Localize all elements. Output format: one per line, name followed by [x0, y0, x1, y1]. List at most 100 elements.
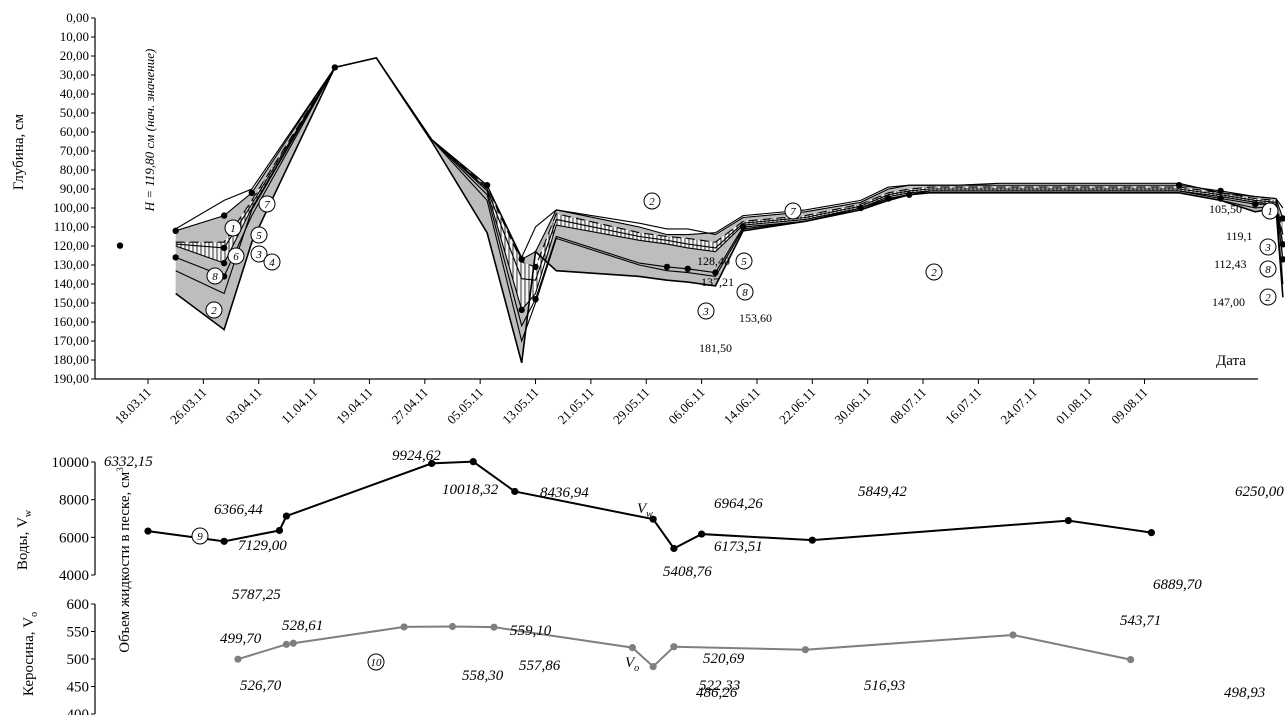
series-marker-3 — [697, 302, 715, 320]
date-tick-label: 19.04.11 — [333, 385, 375, 427]
date-tick-label: 16.07.11 — [942, 385, 984, 427]
water-value-label: 9924,62 — [392, 448, 441, 464]
depth-tick-label: 170,00 — [53, 333, 89, 348]
kerosene-value-label: 486,26 — [696, 685, 738, 701]
series-line-2 — [175, 56, 1284, 364]
depth-tick-label: 100,00 — [53, 200, 89, 215]
series-marker-7 — [784, 202, 802, 220]
date-tick-label: 01.08.11 — [1053, 385, 1095, 427]
date-tick-label: 06.06.11 — [665, 385, 707, 427]
series-point-1 — [172, 227, 179, 234]
water-point — [144, 527, 152, 535]
value-label: 147,00 — [1212, 295, 1245, 309]
kerosene-series-label-main: V — [625, 655, 636, 671]
series-marker-2 — [925, 263, 943, 281]
series-line-4 — [175, 57, 1284, 343]
depth-tick-label: 180,00 — [53, 352, 89, 367]
kerosene-axis-label-main: Керосина, V — [21, 617, 37, 696]
series-marker-text-5: 5 — [256, 230, 262, 242]
series-point-1 — [518, 256, 525, 263]
depth-tick-label: 70,00 — [60, 143, 89, 158]
water-axis-label-main: Воды, V — [15, 517, 31, 570]
date-tick-label: 11.04.11 — [278, 385, 320, 427]
kerosene-series-label: Vo — [625, 655, 639, 674]
series-point-6 — [220, 244, 228, 252]
kerosene-tick-label: 600 — [67, 597, 90, 613]
depth-tick-label: 140,00 — [53, 276, 89, 291]
kerosene-value-label: 516,93 — [864, 678, 905, 694]
water-series-label-main: V — [637, 501, 648, 517]
series-marker-text-7: 7 — [264, 199, 270, 211]
water-value-label: 5849,42 — [858, 484, 907, 500]
water-tick-label: 8000 — [59, 493, 89, 509]
kerosene-value-label: 528,61 — [282, 618, 323, 634]
date-tick-label: 30.06.11 — [831, 385, 873, 427]
depth-tick-label: 150,00 — [53, 295, 89, 310]
water-value-label: 6366,44 — [214, 502, 263, 518]
value-label: 153,60 — [739, 311, 772, 325]
water-value-label: 10018,32 — [442, 482, 499, 498]
water-value-label: 6889,70 — [1153, 577, 1202, 593]
depth-tick-label: 90,00 — [60, 181, 89, 196]
water-value-label: 5408,76 — [663, 564, 712, 580]
series-marker-text-7: 7 — [790, 206, 796, 218]
kerosene-point — [282, 640, 290, 648]
value-label: 181,50 — [699, 341, 732, 355]
depth-tick-label: 120,00 — [53, 238, 89, 253]
series-marker-8 — [736, 283, 754, 301]
depth-tick-label: 160,00 — [53, 314, 89, 329]
water-marker — [191, 527, 209, 545]
depth-tick-label: 190,00 — [53, 371, 89, 386]
value-label: 128,40 — [697, 254, 730, 268]
water-line — [147, 460, 1152, 550]
series-marker-text-3: 3 — [1264, 242, 1271, 254]
date-tick-label: 08.07.11 — [887, 385, 929, 427]
depth-tick-label: 80,00 — [60, 162, 89, 177]
date-tick-label: 26.03.11 — [167, 385, 209, 427]
kerosene-point — [649, 662, 657, 671]
water-point — [511, 487, 519, 496]
kerosene-value-label: 499,70 — [220, 631, 262, 647]
kerosene-value-label: 520,69 — [703, 651, 745, 667]
depth-tick-label: 10,00 — [60, 29, 89, 44]
depth-tick-label: 30,00 — [60, 67, 89, 82]
date-tick-label: 24.07.11 — [997, 385, 1039, 427]
water-value-label: 6332,15 — [104, 454, 153, 470]
depth-tick-label: 0,00 — [66, 10, 89, 25]
kerosene-point — [670, 643, 678, 651]
kerosene-value-label: 498,93 — [1224, 685, 1265, 701]
depth-tick-label: 50,00 — [60, 105, 89, 120]
kerosene-tick-label: 500 — [67, 652, 90, 668]
series-marker-3 — [250, 245, 268, 263]
series-marker-text-3: 3 — [702, 306, 709, 318]
series-marker-3 — [1259, 238, 1277, 256]
kerosene-value-label: 522,33 — [699, 678, 740, 694]
series-marker-text-6: 6 — [233, 251, 239, 263]
kerosene-point — [1009, 631, 1017, 639]
series-marker-6 — [227, 247, 245, 265]
water-marker-text: 9 — [197, 531, 203, 543]
kerosene-point — [448, 622, 457, 631]
water-point — [670, 544, 678, 553]
series-marker-text-2: 2 — [211, 305, 217, 317]
date-tick-label: 22.06.11 — [776, 385, 818, 427]
series-point-8 — [684, 265, 691, 272]
series-point-1 — [1175, 182, 1183, 189]
kerosene-point — [1127, 655, 1135, 664]
series-point-8 — [739, 223, 747, 231]
volume-axis-label: Объем жидкости в песке, см3 — [115, 467, 133, 653]
band-fill-main — [175, 57, 1283, 363]
series-marker-text-8: 8 — [742, 287, 748, 299]
series-marker-text-2: 2 — [1265, 292, 1271, 304]
water-point — [1147, 529, 1155, 537]
series-marker-text-1: 1 — [230, 223, 236, 235]
water-point — [808, 536, 816, 544]
kerosene-value-label: 559,10 — [510, 623, 552, 639]
series-marker-text-2: 2 — [649, 196, 655, 208]
kerosene-series-label-sub: o — [634, 663, 639, 674]
series-point-8 — [172, 254, 179, 261]
water-tick-label: 6000 — [59, 530, 89, 546]
series-point-1 — [483, 182, 491, 189]
kerosene-point — [234, 655, 242, 663]
